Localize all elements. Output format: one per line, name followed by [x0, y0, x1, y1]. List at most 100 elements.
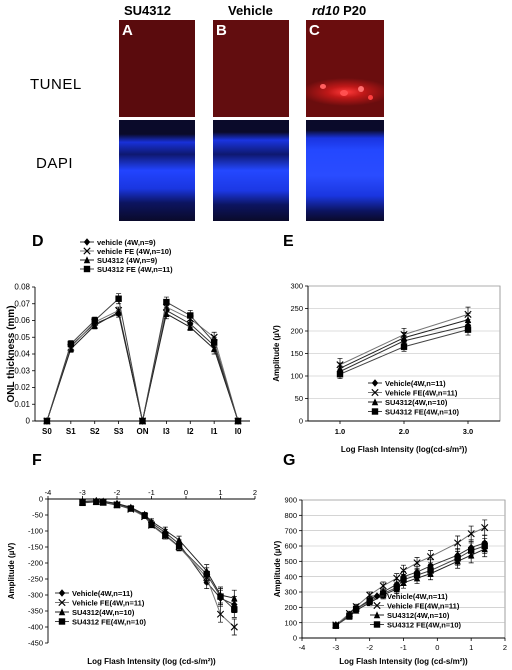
figure-letter-d: D: [32, 233, 44, 250]
chart-3-legend-label-3: SU4312 FE(4W,n=10): [387, 620, 461, 629]
column-title-rd10-italic: rd10: [312, 3, 340, 18]
dapi-image-rd10: [306, 120, 384, 221]
chart-0-y-label: ONL thickness (mm): [6, 305, 17, 402]
chart-2-x-tick-label-3: -1: [148, 488, 155, 497]
chart-2-x-tick-label-1: -3: [79, 488, 86, 497]
dapi-image-su4312: [119, 120, 195, 221]
chart-1-series-2-point-1: [400, 334, 408, 341]
chart-0-y-tick-label-6: 0.06: [14, 316, 30, 325]
chart-2-series-3-point-8: [175, 543, 183, 550]
chart-3-series-1-point-4: [379, 582, 387, 590]
chart-1-y-tick-label-5: 250: [290, 304, 303, 313]
chart-3-series-1-point-10: [467, 530, 475, 538]
chart-1-legend-label-0: Vehicle(4W,n=11): [385, 379, 446, 388]
tunel-image-vehicle: [213, 20, 289, 117]
column-title-rd10: rd10 P20: [312, 3, 366, 18]
chart-2-series-3-point-1: [93, 498, 100, 506]
tunel-image-rd10: [306, 20, 384, 117]
chart-0-series-3-point-8: [234, 417, 242, 425]
chart-1-y-tick-label-4: 200: [290, 327, 303, 336]
chart-3-series-3-point-2: [352, 605, 360, 613]
chart-2-legend-label-1: Vehicle FE(4W,n=11): [72, 598, 145, 607]
dapi-image-vehicle: [213, 120, 289, 221]
chart-2-series-3-point-0: [79, 499, 86, 507]
chart-2-series-3-point-7: [162, 531, 169, 539]
chart-0-y-tick-label-8: 0.08: [14, 283, 30, 292]
chart-1-legend-label-3: SU4312 FE(4W,n=10): [385, 407, 459, 416]
chart-2-series-2-point-11: [231, 594, 238, 602]
chart-f: 0 -50 -100 -150 -200 -250 -300 -350 -400 -450 -4 -3…: [7, 488, 257, 666]
chart-2-y-tick-label-5: -250: [28, 575, 43, 584]
chart-2-series-2-point-8: [175, 536, 183, 544]
chart-1-y-tick-label-6: 300: [290, 282, 303, 291]
chart-2-legend-marker-3: [58, 618, 66, 625]
chart-0-y-tick-label-2: 0.02: [14, 383, 30, 392]
chart-1-x-label: Log Flash Intensity (log(cd-s/m²)): [341, 445, 468, 454]
figure-letter-e: E: [283, 233, 294, 250]
chart-3-series-3-point-5: [393, 584, 400, 591]
chart-3-y-tick-label-2: 200: [284, 603, 297, 612]
row-label-dapi: DAPI: [36, 155, 74, 172]
chart-3-series-3-point-7: [413, 571, 421, 579]
chart-3-y-tick-label-1: 100: [284, 618, 297, 627]
chart-2-series-3-point-9: [203, 571, 210, 578]
chart-2-legend-label-0: Vehicle(4W,n=11): [72, 589, 133, 598]
chart-1-legend-label-2: SU4312(4W,n=10): [385, 398, 448, 407]
chart-2-x-tick-label-2: -2: [114, 488, 121, 497]
chart-0-series-3-point-2: [91, 317, 98, 324]
chart-1-legend-marker-1: [371, 388, 379, 397]
chart-0-series-2-line: [46, 311, 239, 422]
chart-3-legend-label-0: Vehicle(4W,n=11): [387, 592, 448, 601]
chart-3-x-label: Log Flash Intensity (log (cd-s/m²)): [339, 657, 468, 666]
chart-0-series-3-point-4: [139, 417, 146, 425]
chart-3-legend-marker-1: [373, 601, 381, 610]
chart-3-y-tick-label-9: 900: [284, 496, 297, 505]
panel-letter-c: C: [309, 22, 320, 39]
chart-2-series-3-point-6: [148, 521, 155, 528]
chart-1-legend-marker-3: [371, 408, 379, 415]
chart-3-x-tick-label-0: -4: [299, 643, 306, 652]
chart-2-x-tick-label-5: 1: [218, 488, 222, 497]
chart-0-legend-marker-2: [83, 256, 91, 264]
chart-0-series-3-point-1: [67, 340, 75, 348]
chart-2-series-3-point-11: [231, 606, 238, 613]
chart-0-y-tick-label-5: 0.05: [14, 333, 30, 342]
chart-2-series-2-line: [82, 500, 235, 599]
chart-1-y-tick-label-0: 0: [299, 417, 303, 426]
chart-0-legend-marker-0: [83, 238, 91, 246]
chart-3-y-tick-label-8: 800: [284, 511, 297, 520]
chart-0-x-tick-label-0: S0: [42, 427, 52, 436]
chart-2-series-3-point-3: [113, 501, 121, 509]
figure-letter-g: G: [283, 452, 296, 469]
chart-2-series-3-point-10: [217, 593, 224, 600]
chart-d: 0 0.01 0.02 0.03 0.04 0.05 0.06 0.07 0.08 S0 S1 S2 S…: [6, 238, 250, 436]
panel-letter-b: B: [216, 22, 227, 39]
chart-3-y-tick-label-3: 300: [284, 588, 297, 597]
chart-3-series-1-point-9: [454, 539, 462, 547]
chart-0-series-3-point-0: [43, 417, 51, 425]
chart-3-x-tick-label-6: 2: [503, 643, 507, 652]
chart-3-series-3-point-8: [427, 567, 434, 574]
chart-3-legend-label-2: SU4312(4W,n=10): [387, 611, 450, 620]
chart-2-y-tick-label-0: 0: [39, 495, 43, 504]
chart-3-x-tick-label-3: -1: [400, 643, 407, 652]
chart-1-series-3-point-2: [464, 326, 472, 333]
figure-letter-f: F: [32, 452, 42, 469]
chart-3-x-tick-label-5: 1: [469, 643, 473, 652]
chart-3-y-tick-label-5: 500: [284, 557, 297, 566]
chart-1-x-tick-label-1: 2.0: [399, 427, 409, 436]
chart-0-x-tick-label-8: I0: [235, 427, 242, 436]
chart-0-series-2-point-6: [187, 323, 194, 331]
chart-0-legend-label-1: vehicle FE (4W,n=10): [97, 247, 172, 256]
chart-1-series-2-point-2: [464, 316, 472, 323]
chart-2-y-tick-label-7: -350: [28, 607, 43, 616]
chart-3-x-tick-label-4: 0: [435, 643, 439, 652]
chart-3-legend-marker-3: [373, 621, 381, 628]
chart-0-x-tick-label-4: ON: [137, 427, 149, 436]
chart-0-series-2-point-3: [115, 308, 122, 316]
chart-1-y-tick-label-3: 150: [290, 349, 303, 358]
tunel-image-su4312: [119, 20, 195, 117]
chart-0-x-tick-label-2: S2: [90, 427, 100, 436]
chart-2-y-tick-label-9: -450: [28, 639, 43, 648]
